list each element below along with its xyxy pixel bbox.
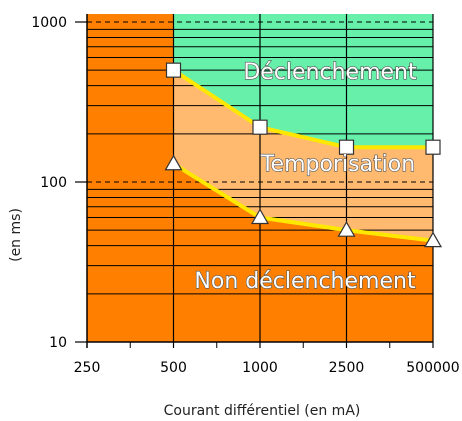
tick-labels: 250 500 1000 2500 500000 10 100 1000	[31, 15, 459, 376]
marker-square	[338, 139, 355, 155]
region-label: Non déclenchement	[194, 269, 416, 294]
y-tick-label: 100	[40, 175, 67, 191]
marker-triangle	[250, 208, 270, 225]
x-tick-label: 2500	[329, 360, 365, 376]
marker-triangle	[164, 154, 183, 171]
chart-markers	[164, 62, 443, 248]
region-temporisation	[173, 70, 433, 241]
chart-axes	[75, 14, 433, 348]
marker-triangle	[423, 231, 443, 248]
region-label: Temporisation	[260, 152, 415, 177]
marker-square	[165, 62, 182, 78]
region-labels: Déclenchement Temporisation Non déclenchem…	[194, 60, 418, 295]
marker-square	[252, 119, 268, 135]
boundary-lower	[172, 162, 434, 243]
x-tick-label: 250	[74, 360, 101, 376]
region-label: Déclenchement	[243, 60, 417, 85]
region-declenchement	[173, 14, 433, 148]
y-axis-title: (en ms)	[8, 208, 24, 262]
x-tick-label: 500000	[406, 360, 459, 376]
marker-triangle	[337, 220, 356, 237]
marker-square	[425, 139, 441, 155]
x-axis-title: Courant différentiel (en mA)	[164, 403, 361, 419]
chart-boundaries	[172, 68, 434, 243]
x-tick-label: 500	[160, 360, 187, 376]
y-tick-label: 1000	[31, 15, 67, 31]
y-tick-label: 10	[49, 335, 67, 351]
boundary-upper	[172, 68, 433, 150]
x-tick-label: 1000	[242, 360, 278, 376]
